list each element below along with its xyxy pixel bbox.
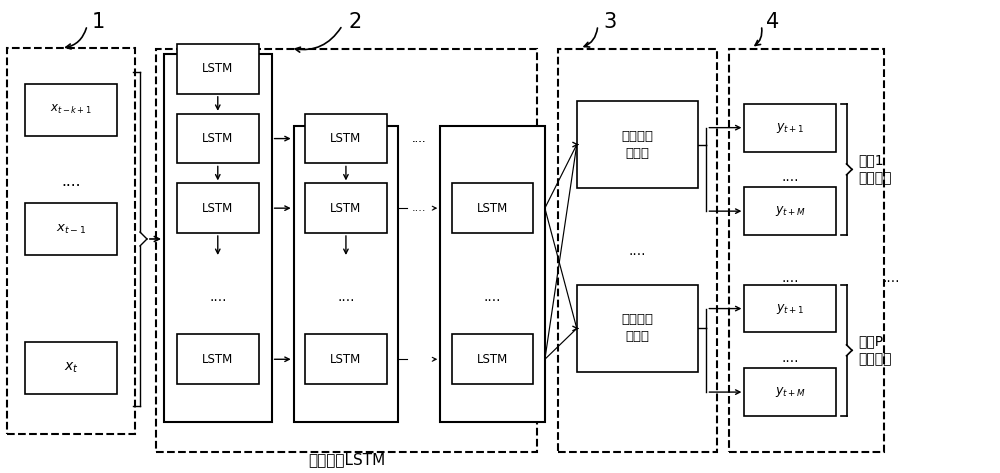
FancyBboxPatch shape [452, 184, 533, 233]
Text: 位置1
壁温输出: 位置1 壁温输出 [858, 153, 892, 185]
FancyBboxPatch shape [177, 334, 259, 384]
Text: LSTM: LSTM [477, 353, 508, 366]
Text: $y_{t+M}$: $y_{t+M}$ [775, 204, 806, 218]
FancyBboxPatch shape [744, 187, 836, 235]
Text: LSTM: LSTM [202, 62, 233, 76]
Text: ....: .... [337, 289, 355, 304]
Text: ....: .... [412, 133, 426, 144]
Text: ....: .... [781, 351, 799, 365]
FancyBboxPatch shape [25, 342, 117, 394]
Text: $x_t$: $x_t$ [64, 361, 79, 376]
Text: LSTM: LSTM [330, 201, 362, 215]
Text: $x_{t-k+1}$: $x_{t-k+1}$ [50, 103, 92, 116]
Text: ....: .... [882, 271, 900, 285]
Text: $y_{t+1}$: $y_{t+1}$ [776, 302, 804, 315]
FancyBboxPatch shape [294, 126, 398, 422]
FancyBboxPatch shape [305, 114, 387, 164]
Text: ....: .... [484, 289, 501, 304]
Text: 4: 4 [766, 12, 779, 32]
FancyBboxPatch shape [452, 334, 533, 384]
Text: ....: .... [61, 174, 81, 189]
FancyBboxPatch shape [440, 126, 545, 422]
Text: $y_{t+M}$: $y_{t+M}$ [775, 385, 806, 399]
Text: 2: 2 [349, 12, 362, 32]
FancyBboxPatch shape [25, 84, 117, 136]
Text: $y_{t+1}$: $y_{t+1}$ [776, 121, 804, 135]
FancyBboxPatch shape [744, 104, 836, 151]
Text: ....: .... [629, 244, 646, 258]
Text: LSTM: LSTM [202, 353, 233, 366]
Text: LSTM: LSTM [330, 132, 362, 145]
Text: ....: .... [781, 170, 799, 184]
Text: 多层递减LSTM: 多层递减LSTM [308, 453, 385, 468]
FancyBboxPatch shape [305, 184, 387, 233]
FancyBboxPatch shape [744, 368, 836, 416]
FancyBboxPatch shape [744, 285, 836, 333]
Text: 全连接神
经网络: 全连接神 经网络 [622, 130, 654, 159]
FancyBboxPatch shape [577, 285, 698, 372]
Text: 位置P
壁温输出: 位置P 壁温输出 [858, 334, 892, 367]
FancyBboxPatch shape [577, 101, 698, 188]
Text: ....: .... [781, 271, 799, 285]
Text: 全连接神
经网络: 全连接神 经网络 [622, 314, 654, 343]
Text: LSTM: LSTM [330, 353, 362, 366]
FancyBboxPatch shape [177, 44, 259, 94]
FancyBboxPatch shape [177, 114, 259, 164]
Text: $x_{t-1}$: $x_{t-1}$ [56, 222, 86, 236]
FancyBboxPatch shape [177, 184, 259, 233]
Text: ....: .... [412, 133, 426, 144]
Text: 1: 1 [91, 12, 105, 32]
Text: LSTM: LSTM [202, 201, 233, 215]
Text: LSTM: LSTM [477, 201, 508, 215]
Text: ....: .... [412, 203, 426, 213]
FancyBboxPatch shape [305, 334, 387, 384]
Text: 3: 3 [603, 12, 616, 32]
Text: LSTM: LSTM [202, 132, 233, 145]
FancyBboxPatch shape [164, 54, 272, 422]
FancyBboxPatch shape [25, 203, 117, 255]
Text: ....: .... [209, 289, 227, 304]
